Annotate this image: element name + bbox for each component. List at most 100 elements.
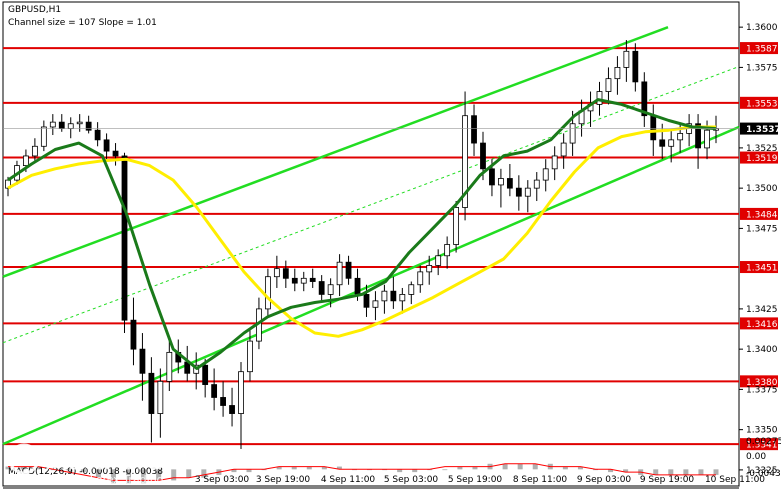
candle bbox=[417, 265, 424, 293]
candle bbox=[641, 72, 648, 127]
x-tick-label-2: 4 Sep 11:00 bbox=[321, 475, 376, 485]
candle bbox=[166, 341, 173, 392]
macd-y-tick-label-1: 0.00 bbox=[746, 452, 766, 462]
candle-body bbox=[309, 277, 316, 282]
macd-bar bbox=[126, 469, 132, 484]
candle-body bbox=[282, 268, 289, 279]
candle-body bbox=[695, 123, 701, 149]
candle-body bbox=[408, 284, 415, 295]
candle-body bbox=[238, 371, 244, 414]
candle-body bbox=[506, 178, 513, 189]
time-axis: 3 Sep 03:00 3 Sep 19:00 4 Sep 11:00 5 Sep 0… bbox=[195, 475, 765, 485]
candle bbox=[471, 104, 477, 156]
instaforex-logo: instaforex Instant Forex Trading bbox=[8, 443, 178, 486]
candle bbox=[327, 278, 334, 308]
macd-signal-line bbox=[8, 463, 716, 481]
candle-body bbox=[247, 340, 253, 373]
macd-y-tick-label-0: 0.00275 bbox=[746, 437, 781, 447]
level-tag-label-0: 1.3587 bbox=[746, 45, 778, 55]
macd-bar bbox=[668, 469, 674, 475]
level-tag-6 bbox=[740, 375, 778, 388]
candle bbox=[668, 130, 675, 163]
candle bbox=[318, 275, 325, 301]
candle-body bbox=[202, 364, 209, 385]
macd-bar bbox=[457, 466, 463, 470]
level-tag-5 bbox=[740, 317, 778, 330]
x-tick-label-4: 5 Sep 19:00 bbox=[448, 475, 503, 485]
candle bbox=[632, 43, 639, 92]
level-tag-7 bbox=[740, 438, 778, 451]
candle bbox=[444, 236, 451, 269]
macd-bar bbox=[65, 469, 71, 471]
candle bbox=[372, 291, 379, 321]
candle-body bbox=[677, 133, 684, 141]
candle-body bbox=[596, 91, 603, 105]
candle bbox=[40, 120, 47, 152]
candle-body bbox=[31, 145, 38, 157]
candle-body bbox=[372, 300, 379, 308]
macd-bar bbox=[80, 469, 86, 473]
level-tag-label-3: 1.3484 bbox=[746, 210, 778, 220]
x-tick-label-7: 9 Sep 19:00 bbox=[640, 475, 695, 485]
macd-bar bbox=[683, 469, 689, 475]
level-tag-label-7: 1.3341 bbox=[746, 441, 778, 451]
macd-bar bbox=[653, 469, 659, 475]
macd-bar bbox=[623, 469, 629, 473]
candle-body bbox=[67, 123, 74, 129]
candle-body bbox=[498, 178, 504, 186]
candle-body bbox=[632, 50, 639, 83]
y-tick-label-8: 1.3350 bbox=[746, 426, 778, 436]
candle-body bbox=[614, 67, 621, 80]
candle bbox=[148, 357, 155, 443]
macd-bar bbox=[412, 469, 418, 473]
candle-body bbox=[569, 123, 576, 144]
candle bbox=[273, 255, 280, 288]
moving-average-green bbox=[7, 98, 717, 370]
candle-body bbox=[211, 384, 218, 398]
x-tick-label-6: 9 Sep 03:00 bbox=[577, 475, 632, 485]
candle bbox=[229, 387, 235, 427]
macd-bar bbox=[336, 466, 342, 470]
macd-bar bbox=[246, 469, 252, 473]
candle bbox=[85, 115, 92, 134]
candle-body bbox=[264, 276, 271, 310]
candle-body bbox=[300, 277, 307, 284]
candle-body bbox=[76, 121, 83, 125]
candle-body bbox=[623, 50, 630, 68]
channel-middle-line bbox=[2, 66, 740, 344]
candle-body bbox=[399, 294, 406, 302]
y-tick-label-2: 1.3525 bbox=[746, 144, 778, 154]
level-tag-label-4: 1.3451 bbox=[746, 264, 778, 274]
candle-body bbox=[336, 261, 343, 286]
candle-body bbox=[103, 139, 110, 152]
candle bbox=[533, 172, 540, 202]
candle-body bbox=[58, 121, 65, 129]
candle-body bbox=[444, 244, 451, 257]
candle-body bbox=[148, 372, 155, 414]
y-tick-label-6: 1.3400 bbox=[746, 345, 778, 355]
candle-body bbox=[94, 129, 101, 141]
macd-bar bbox=[306, 466, 312, 470]
y-tick-label-3: 1.3500 bbox=[746, 184, 778, 194]
candle bbox=[282, 260, 289, 288]
candle-body bbox=[551, 155, 558, 170]
watermark-tagline: Instant Forex Trading bbox=[48, 473, 164, 486]
candle bbox=[112, 143, 119, 166]
candle bbox=[498, 168, 504, 208]
candle-body bbox=[157, 380, 164, 414]
candle-body bbox=[650, 115, 657, 141]
candle bbox=[381, 284, 388, 314]
candle-body bbox=[471, 115, 477, 144]
x-tick-label-1: 3 Sep 19:00 bbox=[256, 475, 311, 485]
candle bbox=[300, 271, 307, 292]
candle bbox=[605, 67, 612, 105]
candle-body bbox=[130, 319, 137, 350]
candle bbox=[264, 268, 271, 317]
candle-body bbox=[354, 277, 361, 295]
x-tick-label-0: 3 Sep 03:00 bbox=[195, 475, 250, 485]
candle bbox=[121, 152, 128, 334]
level-tag-0 bbox=[740, 42, 778, 55]
candle-body bbox=[524, 187, 531, 197]
